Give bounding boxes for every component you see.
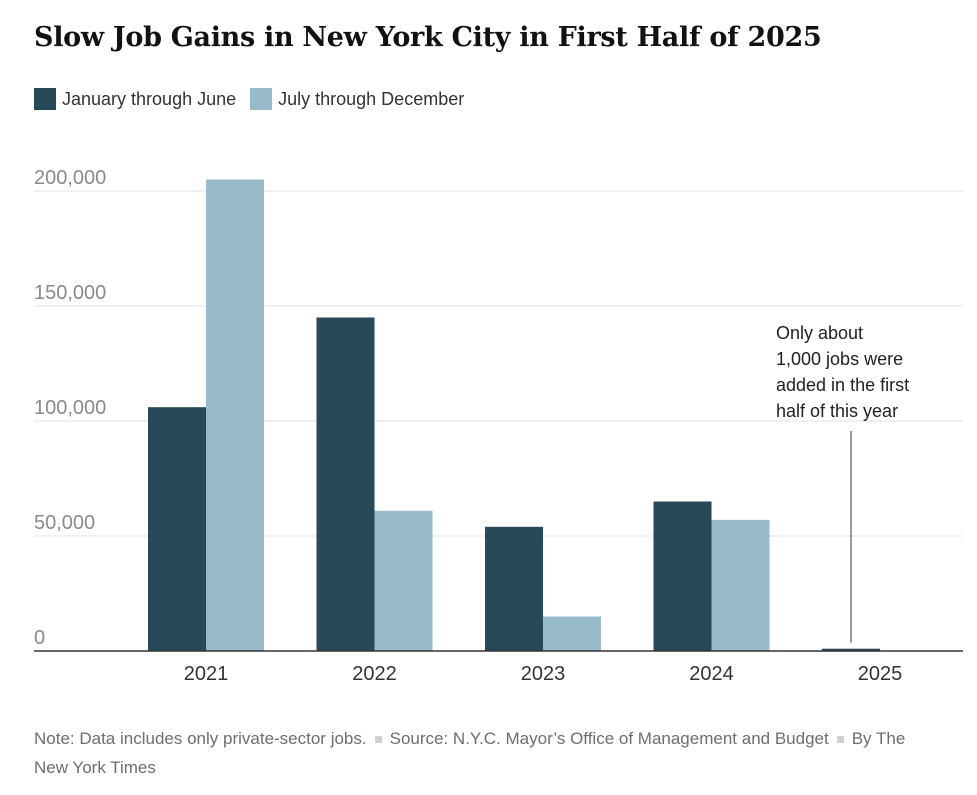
annotation-text: half of this year (776, 401, 898, 421)
bar-2022-jan-jun (316, 317, 375, 651)
bar-2021-jan-jun (148, 407, 206, 651)
separator (374, 736, 382, 744)
separator (836, 736, 844, 744)
x-tick-label: 2025 (858, 663, 903, 685)
bar-2022-jul-dec (374, 510, 433, 651)
chart-title: Slow Job Gains in New York City in First… (34, 22, 822, 53)
bar-2023-jan-jun (485, 526, 543, 651)
x-tick-label: 2023 (521, 663, 566, 685)
bar-2023-jul-dec (543, 616, 601, 651)
y-tick-label: 50,000 (34, 512, 95, 534)
x-tick-label: 2024 (689, 663, 734, 685)
legend-swatch-jan-jun (34, 88, 56, 110)
y-tick-label: 150,000 (34, 282, 106, 304)
bar-chart: 0 50,000 100,000 150,000 200,000 2021 2022 2023… (34, 167, 963, 685)
source-text: Source: N.Y.C. Mayor’s Office of Managem… (389, 729, 829, 748)
legend-item-jul-dec: July through December (250, 88, 464, 110)
legend-swatch-jul-dec (250, 88, 273, 110)
y-tick-label: 200,000 (34, 167, 106, 189)
annotation-text: added in the first (776, 375, 909, 395)
legend-label-jul-dec: July through December (278, 88, 465, 109)
legend-item-jan-jun: January through June (34, 88, 236, 110)
bar-2024-jul-dec (711, 519, 770, 651)
annotation-text: Only about (776, 323, 863, 343)
y-tick-label: 100,000 (34, 397, 106, 419)
x-tick-label: 2022 (352, 663, 397, 685)
bar-2025-jan-jun (822, 648, 880, 651)
x-tick-label: 2021 (184, 663, 229, 685)
note-text: Note: Data includes only private-sector … (34, 729, 367, 748)
legend-label-jan-jun: January through June (62, 88, 237, 109)
chart-footnote: Note: Data includes only private-sector … (34, 724, 914, 782)
bar-2024-jan-jun (653, 501, 712, 651)
legend: January through June July through Decemb… (34, 88, 464, 110)
byline-text: By The New York Times (34, 729, 906, 777)
annotation-text: 1,000 jobs were (776, 349, 903, 369)
bar-2021-jul-dec (206, 179, 264, 651)
y-tick-label: 0 (34, 627, 45, 649)
